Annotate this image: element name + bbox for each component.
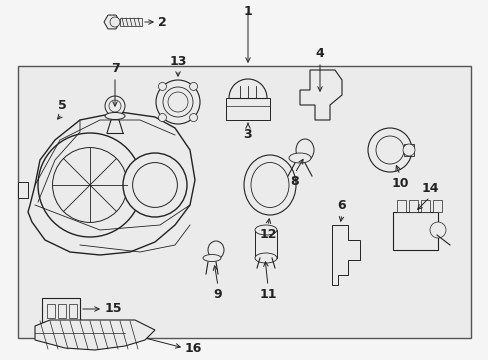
Polygon shape <box>299 70 341 120</box>
Ellipse shape <box>203 255 221 261</box>
Bar <box>58 304 66 318</box>
Circle shape <box>52 148 127 222</box>
Bar <box>408 200 417 212</box>
Circle shape <box>158 113 166 122</box>
Circle shape <box>110 17 120 27</box>
Circle shape <box>156 80 200 124</box>
Circle shape <box>105 96 125 116</box>
Circle shape <box>168 92 187 112</box>
Polygon shape <box>331 225 359 285</box>
Text: 12: 12 <box>259 228 276 241</box>
Text: 1: 1 <box>243 5 252 18</box>
Text: 2: 2 <box>158 15 166 28</box>
Text: 14: 14 <box>420 182 438 195</box>
Ellipse shape <box>288 153 310 163</box>
Bar <box>392 212 437 250</box>
Circle shape <box>402 144 414 156</box>
Bar <box>403 144 413 156</box>
Text: 6: 6 <box>337 199 346 212</box>
Ellipse shape <box>254 225 276 235</box>
Bar <box>69 304 77 318</box>
Ellipse shape <box>105 112 125 120</box>
Ellipse shape <box>244 155 295 215</box>
Circle shape <box>109 100 121 112</box>
Bar <box>432 200 441 212</box>
Bar <box>120 18 142 26</box>
Text: 16: 16 <box>184 342 202 355</box>
Circle shape <box>189 82 197 90</box>
Polygon shape <box>28 112 195 255</box>
Circle shape <box>189 113 197 122</box>
Circle shape <box>375 136 403 164</box>
Text: 15: 15 <box>105 302 122 315</box>
Bar <box>42 298 80 322</box>
Circle shape <box>429 222 445 238</box>
Bar <box>396 200 405 212</box>
Text: 11: 11 <box>259 288 276 301</box>
Bar <box>225 98 269 120</box>
Bar <box>254 230 276 258</box>
Bar <box>18 66 470 338</box>
Circle shape <box>158 82 166 90</box>
Bar <box>47 304 55 318</box>
Ellipse shape <box>250 162 288 207</box>
Ellipse shape <box>295 139 313 161</box>
Text: 7: 7 <box>110 62 119 75</box>
Ellipse shape <box>207 241 224 259</box>
Polygon shape <box>18 182 28 198</box>
Text: 10: 10 <box>390 177 408 190</box>
Ellipse shape <box>254 253 276 263</box>
Circle shape <box>163 87 193 117</box>
Text: 8: 8 <box>290 175 299 188</box>
Circle shape <box>132 163 177 207</box>
Text: 13: 13 <box>169 55 186 68</box>
Text: 4: 4 <box>315 47 324 60</box>
Circle shape <box>123 153 186 217</box>
Text: 9: 9 <box>213 288 222 301</box>
Bar <box>420 200 429 212</box>
Circle shape <box>367 128 411 172</box>
Text: 5: 5 <box>58 99 66 112</box>
Text: 3: 3 <box>243 128 252 141</box>
Polygon shape <box>35 320 155 350</box>
Circle shape <box>38 133 142 237</box>
